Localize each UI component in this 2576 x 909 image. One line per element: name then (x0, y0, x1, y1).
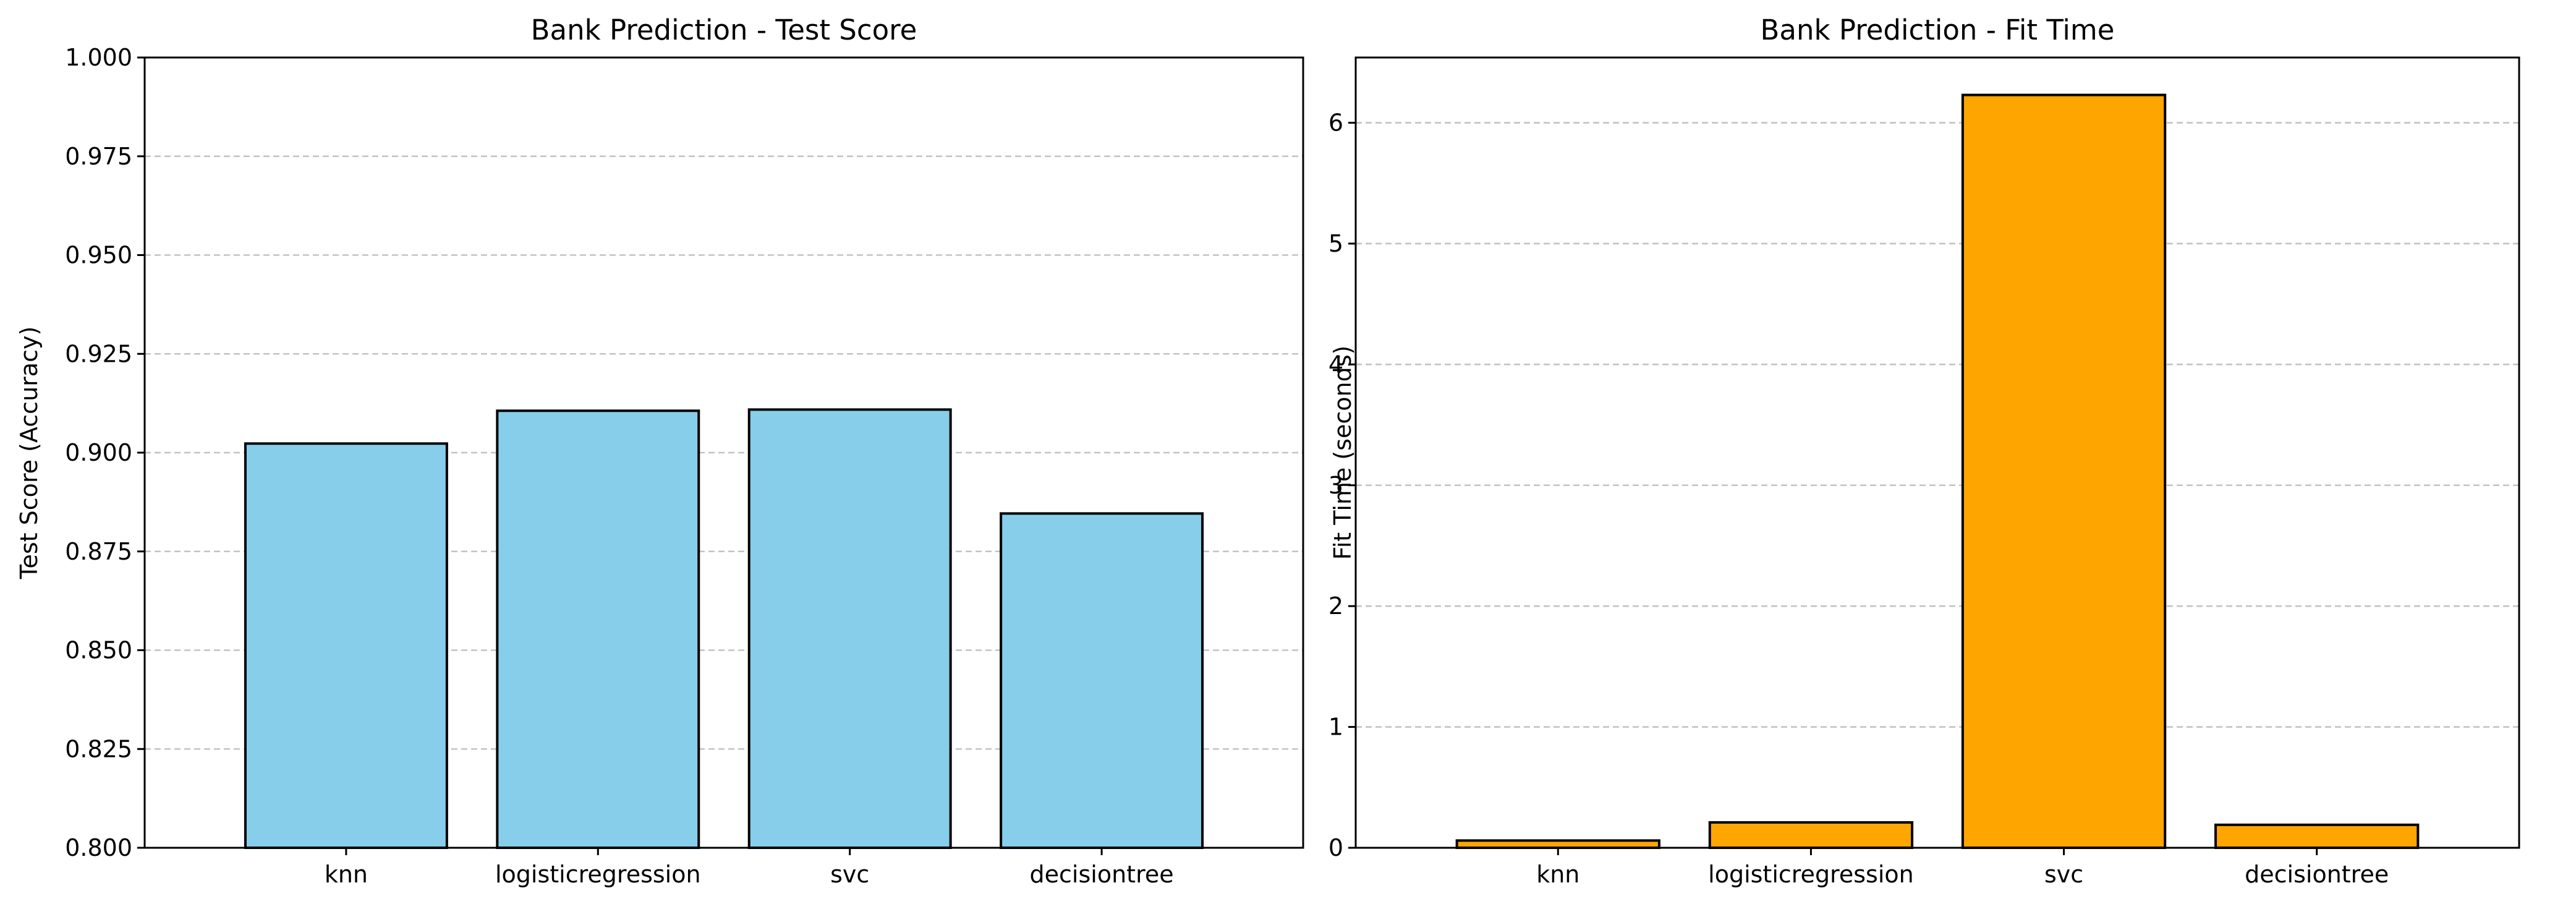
test-score-x-tick-label: svc (830, 861, 869, 888)
fit-time-y-tick-label: 4 (1328, 351, 1343, 378)
fit-time-x-axis: knn logisticregression svc decisiontree (1536, 848, 2389, 888)
test-score-y-tick-label: 0.875 (65, 538, 132, 565)
fit-time-y-tick-label: 1 (1328, 714, 1343, 741)
test-score-bar-svc (747, 408, 952, 849)
test-score-y-tick-label: 1.000 (65, 44, 132, 71)
fit-time-y-tick-label: 0 (1328, 834, 1343, 861)
test-score-x-tick-label: decisiontree (1030, 861, 1174, 888)
fit-time-x-tick-label: knn (1536, 861, 1579, 888)
test-score-y-tick-label: 0.975 (65, 143, 132, 170)
fit-time-bar-logisticregression (1708, 821, 1914, 849)
fit-time-x-tick-label: svc (2044, 861, 2083, 888)
test-score-y-tick-label: 0.825 (65, 735, 132, 762)
fit-time-bars (1455, 93, 2420, 850)
test-score-y-tick-label: 0.800 (65, 834, 132, 861)
fit-time-x-tick-label: decisiontree (2245, 861, 2389, 888)
fit-time-bar-svc (1961, 93, 2167, 849)
fit-time-bar-knn (1455, 839, 1660, 850)
fit-time-bar-decisiontree (2214, 823, 2420, 850)
test-score-chart: 0.800 0.825 0.850 0.875 0.900 0.925 0.950 0.975… (15, 14, 1304, 888)
test-score-y-tick-label: 0.900 (65, 439, 132, 466)
fit-time-plot-frame (1354, 56, 2520, 849)
test-score-y-axis: 0.800 0.825 0.850 0.875 0.900 0.925 0.950 0.975… (65, 44, 145, 861)
fit-time-title: Bank Prediction - Fit Time (1761, 14, 2115, 46)
fit-time-y-axis-title: Fit Time (seconds) (1329, 346, 1356, 560)
test-score-y-axis-title: Test Score (Accuracy) (15, 326, 43, 580)
fit-time-chart: 0 1 2 3 4 5 6 knn logisticregression svc decision… (1328, 14, 2520, 888)
test-score-x-tick-label: knn (325, 861, 368, 888)
fit-time-y-axis: 0 1 2 3 4 5 6 (1328, 109, 1356, 861)
test-score-bar-decisiontree (1000, 512, 1204, 849)
test-score-bar-logisticregression (496, 409, 700, 849)
fit-time-y-tick-label: 5 (1328, 230, 1343, 257)
test-score-y-tick-label: 0.850 (65, 637, 132, 664)
fit-time-grid (1356, 122, 2519, 728)
fit-time-y-tick-label: 3 (1328, 472, 1343, 499)
test-score-y-tick-label: 0.950 (65, 242, 132, 269)
test-score-bar-knn (244, 442, 448, 849)
fit-time-y-tick-label: 6 (1328, 109, 1343, 137)
test-score-y-tick-label: 0.925 (65, 340, 132, 367)
fit-time-x-tick-label: logisticregression (1708, 861, 1914, 888)
fit-time-y-tick-label: 2 (1328, 592, 1343, 620)
test-score-x-axis: knn logisticregression svc decisiontree (325, 848, 1174, 888)
test-score-title: Bank Prediction - Test Score (531, 14, 917, 46)
test-score-x-tick-label: logisticregression (495, 861, 701, 888)
